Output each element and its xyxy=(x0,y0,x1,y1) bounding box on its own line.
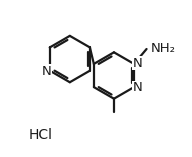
Text: N: N xyxy=(132,57,142,70)
Text: NH₂: NH₂ xyxy=(150,42,175,55)
Text: N: N xyxy=(41,65,51,78)
Text: HCl: HCl xyxy=(29,128,53,142)
Text: N: N xyxy=(132,81,142,94)
